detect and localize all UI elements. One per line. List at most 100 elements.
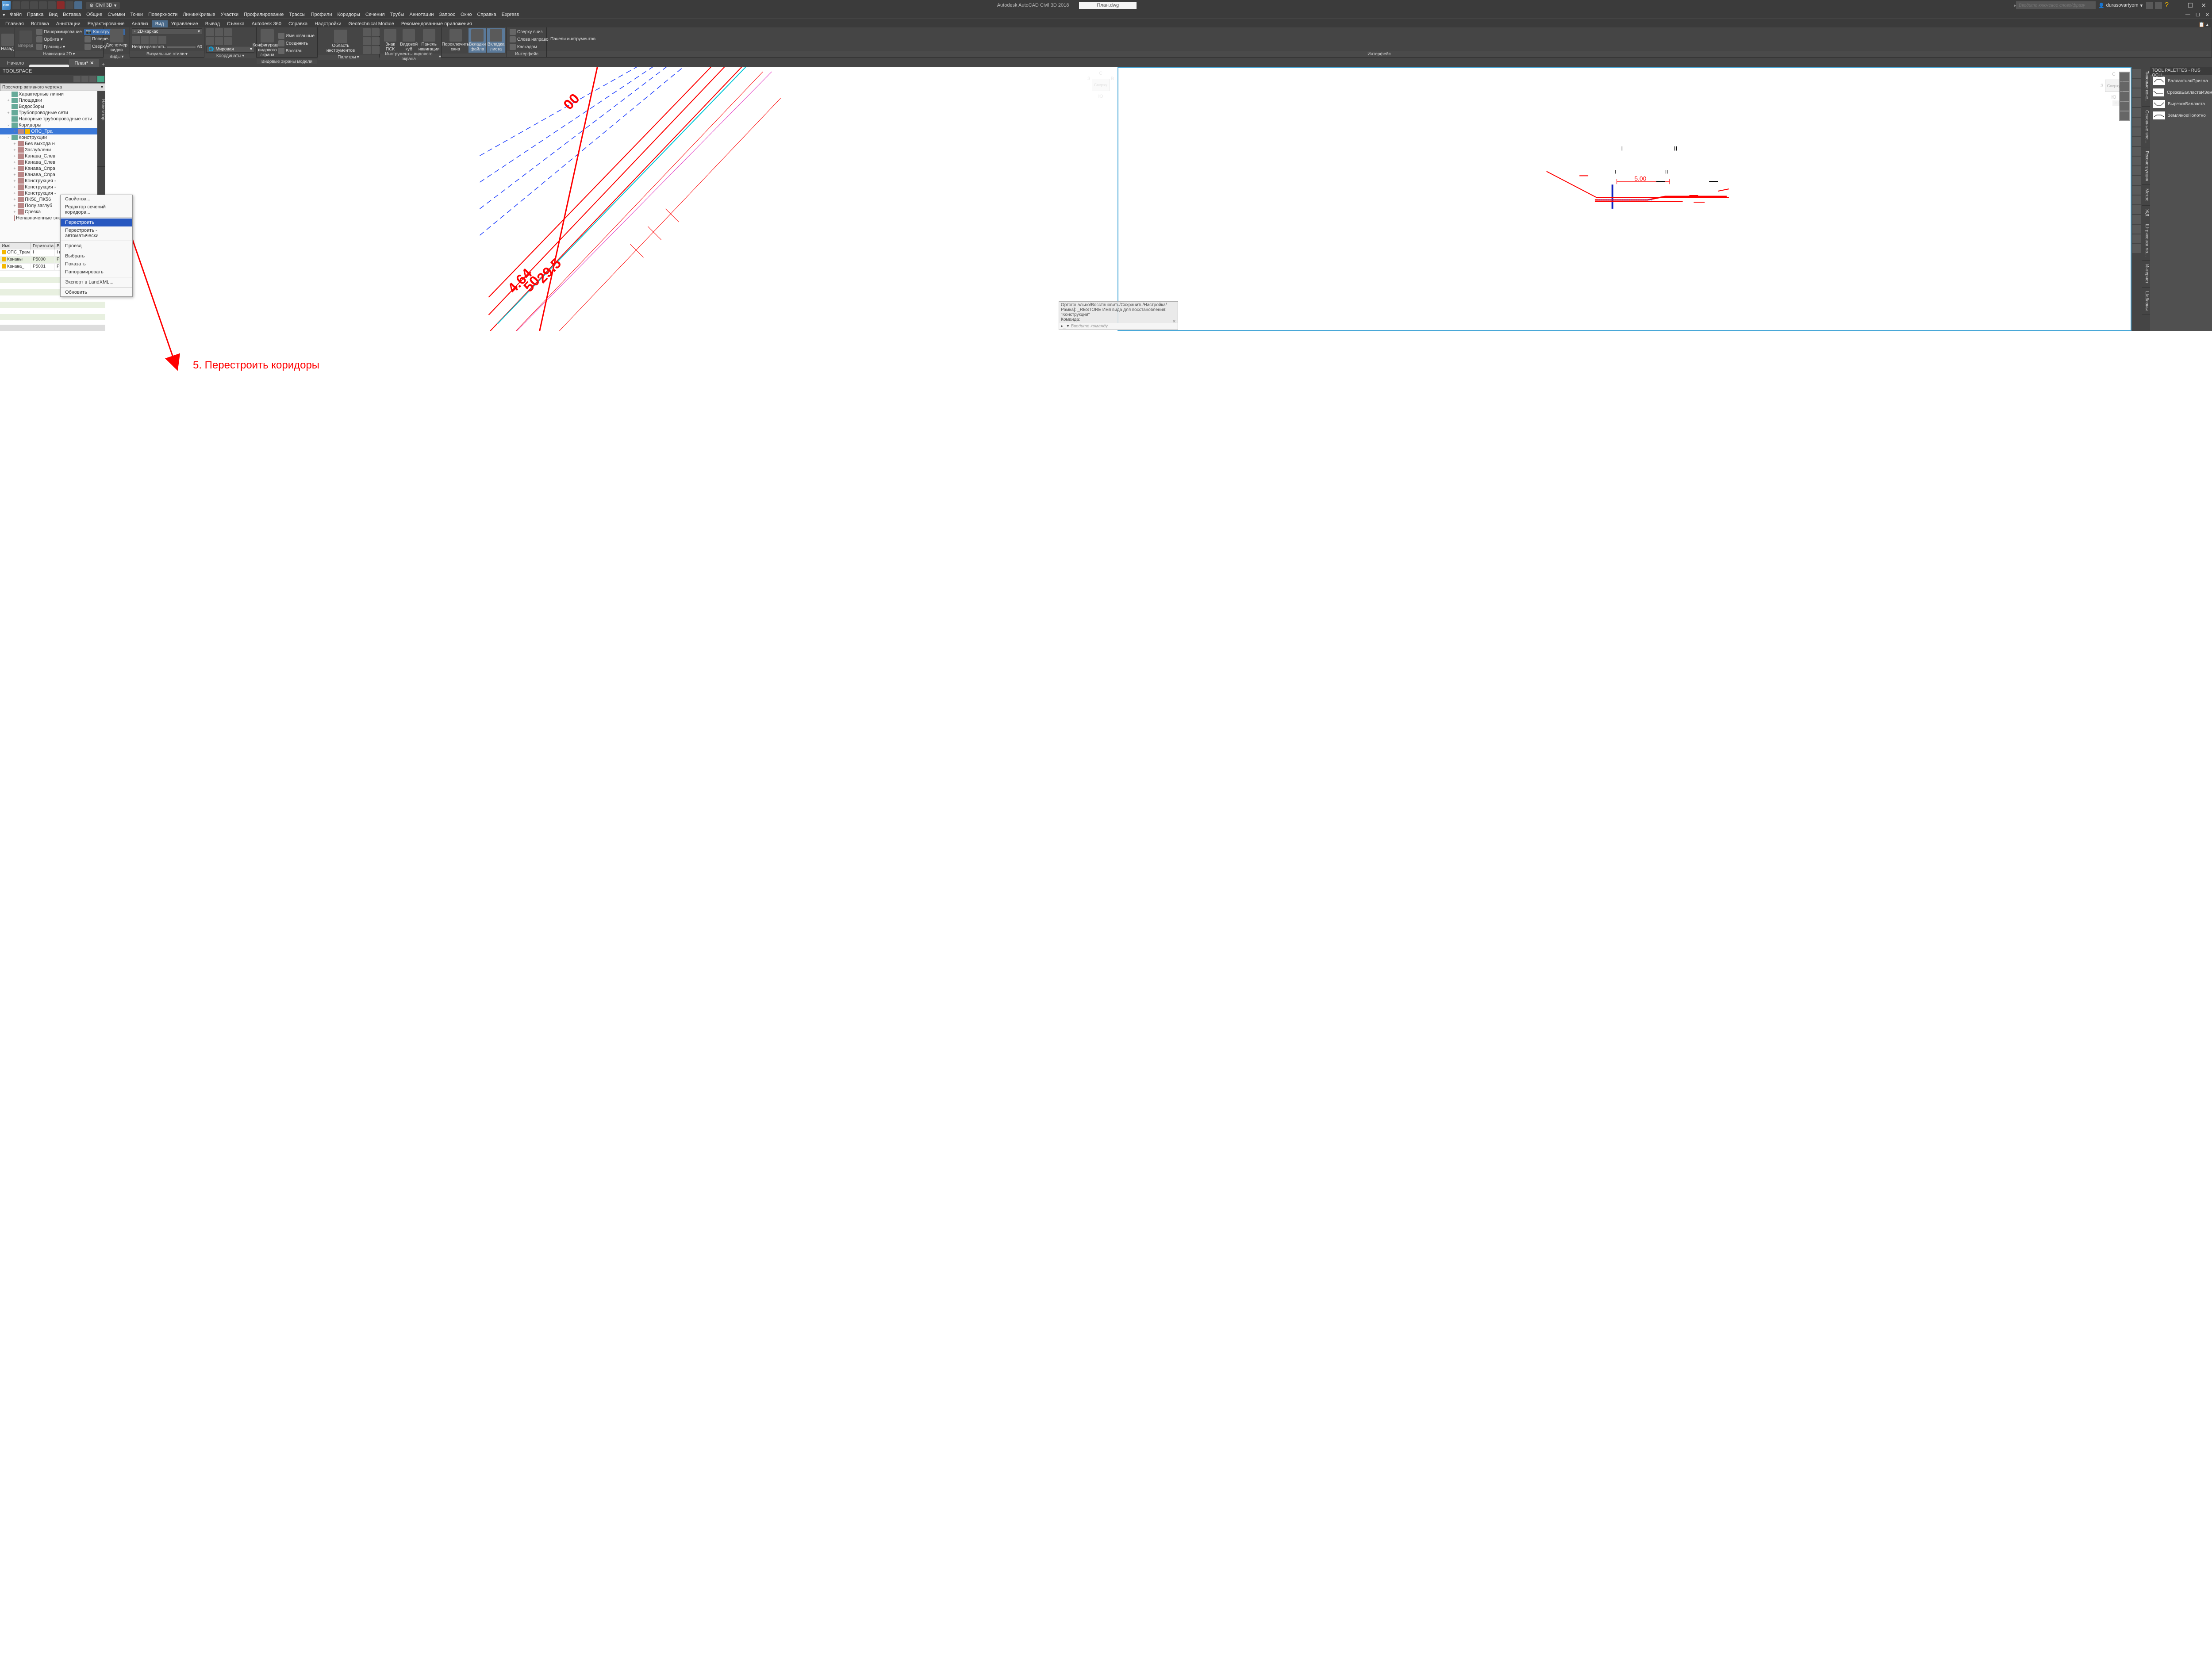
search-input[interactable] [2016, 1, 2096, 9]
maximize-button[interactable]: ☐ [2184, 1, 2197, 10]
menu-item[interactable]: Поверхности [146, 12, 180, 17]
drawing-area[interactable]: 00 29.5 50 4.64 С ЗСверхуВ Ю [105, 67, 2131, 331]
menu-item[interactable]: Окно [458, 12, 475, 17]
ribbon-expand-icon[interactable]: 📋 ▴ [2195, 22, 2212, 27]
command-line[interactable]: Ортогонально/Восстановить/Сохранить/Наст… [1059, 301, 1178, 330]
exchange-icon[interactable] [2146, 2, 2153, 9]
ctx-drive[interactable]: Проезд [61, 242, 132, 250]
command-input[interactable]: Введите команду [1071, 324, 1108, 329]
file-tabs-button[interactable]: Вкладки файла [469, 28, 486, 53]
tree-row[interactable]: +Конструкция - [0, 178, 97, 184]
menu-item[interactable]: Съемки [105, 12, 127, 17]
close-button[interactable]: ✕ [2197, 1, 2210, 10]
tree-row[interactable]: +Заглублени [0, 147, 97, 153]
qat-undo-icon[interactable] [39, 1, 47, 9]
menu-item[interactable]: Справка [475, 12, 499, 17]
ribbon-tab[interactable]: Вид [152, 20, 168, 27]
nav-bar[interactable] [2119, 72, 2130, 121]
nav-orbit-icon[interactable] [2120, 102, 2129, 111]
a360-icon[interactable] [2155, 2, 2162, 9]
ctx-refresh[interactable]: Обновить [61, 288, 132, 296]
menu-item[interactable]: Общие [84, 12, 105, 17]
orbit-button[interactable]: Орбита▾ [35, 36, 83, 43]
rtool-icon[interactable] [2132, 88, 2141, 97]
extents-button[interactable]: Границы▾ [35, 43, 83, 50]
qat-open-icon[interactable] [21, 1, 29, 9]
palette-item[interactable]: БалластнаяПризма [2150, 75, 2212, 87]
nav-show-icon[interactable] [2120, 111, 2129, 120]
palette-vtab[interactable]: Интернет [2142, 261, 2150, 288]
world-combo[interactable]: 🌐Мировая▾ [206, 46, 254, 53]
app-menu-icon[interactable]: ▾ [0, 12, 7, 18]
ctx-show[interactable]: Показать [61, 260, 132, 268]
vstyle-icon[interactable] [150, 36, 157, 44]
menu-item[interactable]: Сечения [363, 12, 388, 17]
cascade-button[interactable]: Каскадом [509, 43, 549, 50]
join-vp-button[interactable]: Соединить [277, 40, 315, 47]
ribbon-tab[interactable]: Аннотации [53, 20, 84, 27]
rtool-icon[interactable] [2132, 147, 2141, 156]
menu-item[interactable]: Вид [46, 12, 60, 17]
palette-vtab[interactable]: Метро [2142, 185, 2150, 205]
ribbon-tab[interactable]: Редактирование [84, 20, 128, 27]
menu-item[interactable]: Профили [308, 12, 335, 17]
qat-redo-icon[interactable] [48, 1, 56, 9]
tree-row[interactable]: -Коридоры [0, 122, 97, 128]
menu-item[interactable]: Трассы [286, 12, 308, 17]
ribbon-tab[interactable]: Вывод [202, 20, 223, 27]
ctx-pan[interactable]: Панорамировать [61, 268, 132, 276]
qat-new-icon[interactable] [12, 1, 20, 9]
tree-row[interactable]: Характерные линии [0, 91, 97, 97]
palette-vtab[interactable]: ЖД [2142, 206, 2150, 220]
menu-item[interactable]: Коридоры [334, 12, 362, 17]
qat-btn-icon[interactable] [57, 1, 65, 9]
ts-tool-icon[interactable] [81, 76, 88, 82]
qat-save-icon[interactable] [30, 1, 38, 9]
palette-item[interactable]: ВырезкаБалласта [2150, 98, 2212, 110]
view-manager-button[interactable]: Диспетчер видов [105, 28, 128, 54]
viewport-left[interactable]: 00 29.5 50 4.64 С ЗСверхуВ Ю [105, 67, 1118, 331]
menu-item[interactable]: Точки [128, 12, 146, 17]
ribbon-tab[interactable]: Справка [285, 20, 311, 27]
rtool-icon[interactable] [2132, 127, 2141, 136]
grid-scrollbar[interactable] [0, 325, 105, 331]
ctx-rebuild-auto[interactable]: Перестроить - автоматически [61, 226, 132, 240]
ctx-select[interactable]: Выбрать [61, 252, 132, 260]
doc-restore-icon[interactable]: ☐ [2193, 12, 2203, 18]
ribbon-tab[interactable]: Анализ [128, 20, 152, 27]
palette-vtab[interactable]: Штриховка ма... [2142, 220, 2150, 261]
tree-row[interactable]: +Канава_Слев [0, 153, 97, 159]
back-button[interactable]: Назад [0, 33, 16, 52]
vtab[interactable] [97, 129, 105, 167]
layout-tabs-button[interactable]: Вкладка листа [487, 28, 505, 53]
viewport-config-button[interactable]: Конфигурация видового экрана [258, 28, 276, 58]
minimize-button[interactable]: — [2170, 1, 2184, 10]
viewcube-left[interactable]: С ЗСверхуВ Ю [1087, 71, 1114, 106]
ribbon-tab[interactable]: Вставка [27, 20, 53, 27]
rtool-icon[interactable] [2132, 118, 2141, 127]
rtool-icon[interactable] [2132, 205, 2141, 214]
rtool-icon[interactable] [2132, 215, 2141, 224]
cmd-close-icon[interactable]: ✕ [1172, 319, 1176, 324]
rtool-icon[interactable] [2132, 157, 2141, 165]
toolspace-button[interactable]: Область инструментов [319, 29, 362, 54]
tree-row[interactable]: Водосборы [0, 104, 97, 110]
tree-row[interactable]: +Конструкция - [0, 184, 97, 190]
rtool-icon[interactable] [2132, 79, 2141, 88]
rtool-icon[interactable] [2132, 196, 2141, 204]
rtool-icon[interactable] [2132, 176, 2141, 185]
tree-row[interactable]: +Трубопроводные сети [0, 110, 97, 116]
ribbon-tab[interactable]: Рекомендованные приложения [398, 20, 476, 27]
viewcube-button[interactable]: Видовой куб [400, 28, 418, 53]
ribbon-tab[interactable]: Geotechnical Module [345, 20, 397, 27]
rtool-icon[interactable] [2132, 98, 2141, 107]
palette-item[interactable]: СрезкаБалластаИЗемПолотна [2150, 87, 2212, 98]
workspace-switcher[interactable]: ⚙Civil 3D▾ [86, 2, 120, 9]
named-vp-button[interactable]: Именованные [277, 32, 315, 39]
tree-row[interactable]: +Площадки [0, 97, 97, 104]
menu-item[interactable]: Файл [7, 12, 24, 17]
ribbon-tab[interactable]: Надстройки [311, 20, 345, 27]
tree-row[interactable]: Напорные трубопроводные сети [0, 116, 97, 122]
ribbon-tab[interactable]: Управление [168, 20, 202, 27]
vtab-navigator[interactable]: Навигатор [97, 91, 105, 129]
